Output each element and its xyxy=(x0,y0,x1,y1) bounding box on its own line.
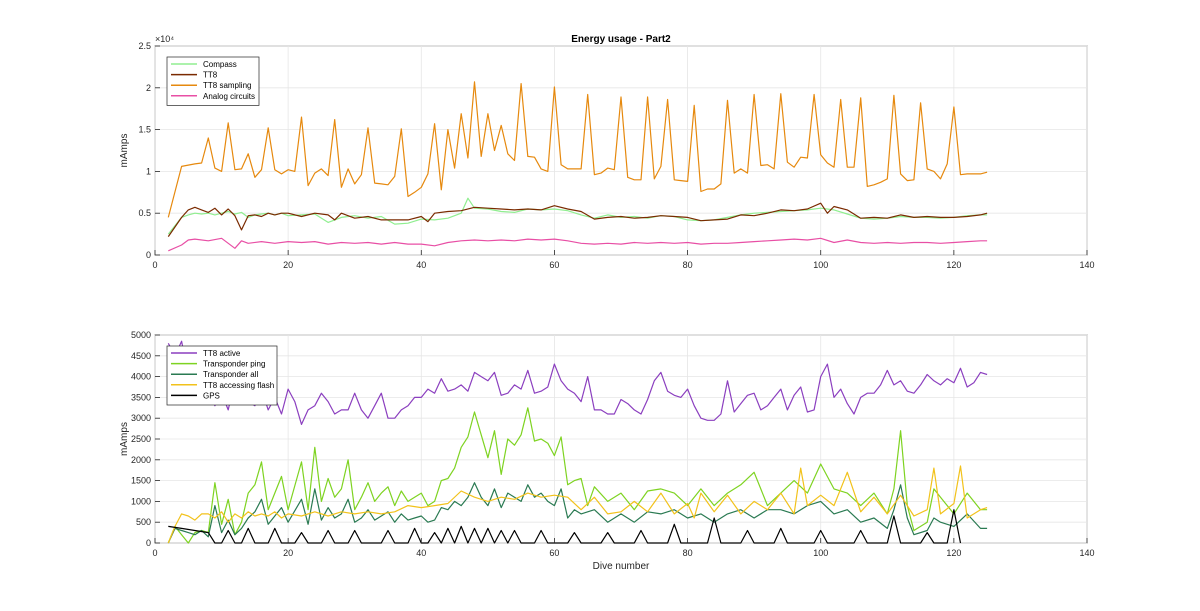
legend-label: TT8 active xyxy=(203,349,241,358)
top-chart-title: Energy usage - Part2 xyxy=(571,34,671,45)
series-line-tt8-accessing-flash xyxy=(167,465,988,544)
series-line-gps xyxy=(168,509,962,544)
series-line-tt8-active xyxy=(167,340,988,425)
x-tick-label: 100 xyxy=(813,260,828,270)
x-tick-label: 80 xyxy=(683,260,693,270)
x-tick-label: 140 xyxy=(1079,260,1094,270)
series-line-analog-circuits xyxy=(168,237,988,252)
legend-label: TT8 xyxy=(203,71,218,80)
y-tick-label: 1 xyxy=(146,166,151,176)
x-tick-label: 140 xyxy=(1079,548,1094,558)
top-y-exponent-label: ×10⁴ xyxy=(155,34,174,44)
x-tick-label: 60 xyxy=(549,260,559,270)
y-tick-label: 2.5 xyxy=(138,41,151,51)
legend-label: Transponder all xyxy=(203,370,259,379)
x-tick-label: 40 xyxy=(416,548,426,558)
y-tick-label: 4500 xyxy=(131,351,151,361)
top-y-axis-label: mAmps xyxy=(119,134,130,168)
top-y-ticks: 0 0.5 1 1.5 2 2.5 xyxy=(138,41,160,260)
top-series-lines xyxy=(167,81,988,252)
bottom-y-ticks: 0 500 1000 1500 2000 2500 3000 3500 4000 4500 5000 xyxy=(131,330,160,548)
bottom-x-ticks: 0 20 40 60 80 100 120 140 xyxy=(152,538,1095,558)
x-tick-label: 40 xyxy=(416,260,426,270)
y-tick-label: 3000 xyxy=(131,413,151,423)
y-tick-label: 2000 xyxy=(131,455,151,465)
top-plot-area xyxy=(154,45,1088,256)
x-tick-label: 100 xyxy=(813,548,828,558)
y-tick-label: 5000 xyxy=(131,330,151,340)
legend-label: TT8 sampling xyxy=(203,81,251,90)
x-tick-label: 120 xyxy=(946,548,961,558)
legend-label: Analog circuits xyxy=(203,92,255,101)
series-line-transponder-all xyxy=(167,482,988,544)
top-x-ticks: 0 20 40 60 80 100 120 140 xyxy=(152,250,1095,270)
y-tick-label: 0 xyxy=(146,250,151,260)
series-line-transponder-ping xyxy=(167,407,988,544)
bottom-x-axis-label: Dive number xyxy=(593,561,650,572)
y-tick-label: 4000 xyxy=(131,372,151,382)
bottom-y-axis-label: mAmps xyxy=(119,422,130,456)
x-tick-label: 0 xyxy=(152,260,157,270)
series-line-tt8 xyxy=(167,202,988,237)
x-tick-label: 20 xyxy=(283,260,293,270)
legend-label: Transponder ping xyxy=(203,360,265,369)
y-tick-label: 1000 xyxy=(131,496,151,506)
y-tick-label: 2500 xyxy=(131,434,151,444)
legend-box xyxy=(166,56,260,106)
x-tick-label: 80 xyxy=(683,548,693,558)
y-tick-label: 0 xyxy=(146,538,151,548)
legend-label: GPS xyxy=(203,391,220,400)
x-tick-label: 0 xyxy=(152,548,157,558)
legend-label: Compass xyxy=(203,60,237,69)
bottom-series-lines xyxy=(167,340,988,544)
x-tick-label: 120 xyxy=(946,260,961,270)
y-tick-label: 2 xyxy=(146,83,151,93)
y-tick-label: 0.5 xyxy=(138,208,151,218)
y-tick-label: 1500 xyxy=(131,476,151,486)
x-tick-label: 20 xyxy=(283,548,293,558)
bottom-axes: 0 20 40 60 80 100 120 140 0 500 1000 1500 2000 2500 3… xyxy=(119,330,1095,572)
series-line-tt8-sampling xyxy=(167,81,988,218)
top-axes: 0 20 40 60 80 100 120 140 0 0.5 1 1.5 2 2.5 Energy u… xyxy=(119,34,1095,270)
x-tick-label: 60 xyxy=(549,548,559,558)
top-grid xyxy=(154,45,1088,256)
y-tick-label: 3500 xyxy=(131,392,151,402)
y-tick-label: 1.5 xyxy=(138,125,151,135)
legend-label: TT8 accessing flash xyxy=(203,381,274,390)
y-tick-label: 500 xyxy=(136,517,151,527)
